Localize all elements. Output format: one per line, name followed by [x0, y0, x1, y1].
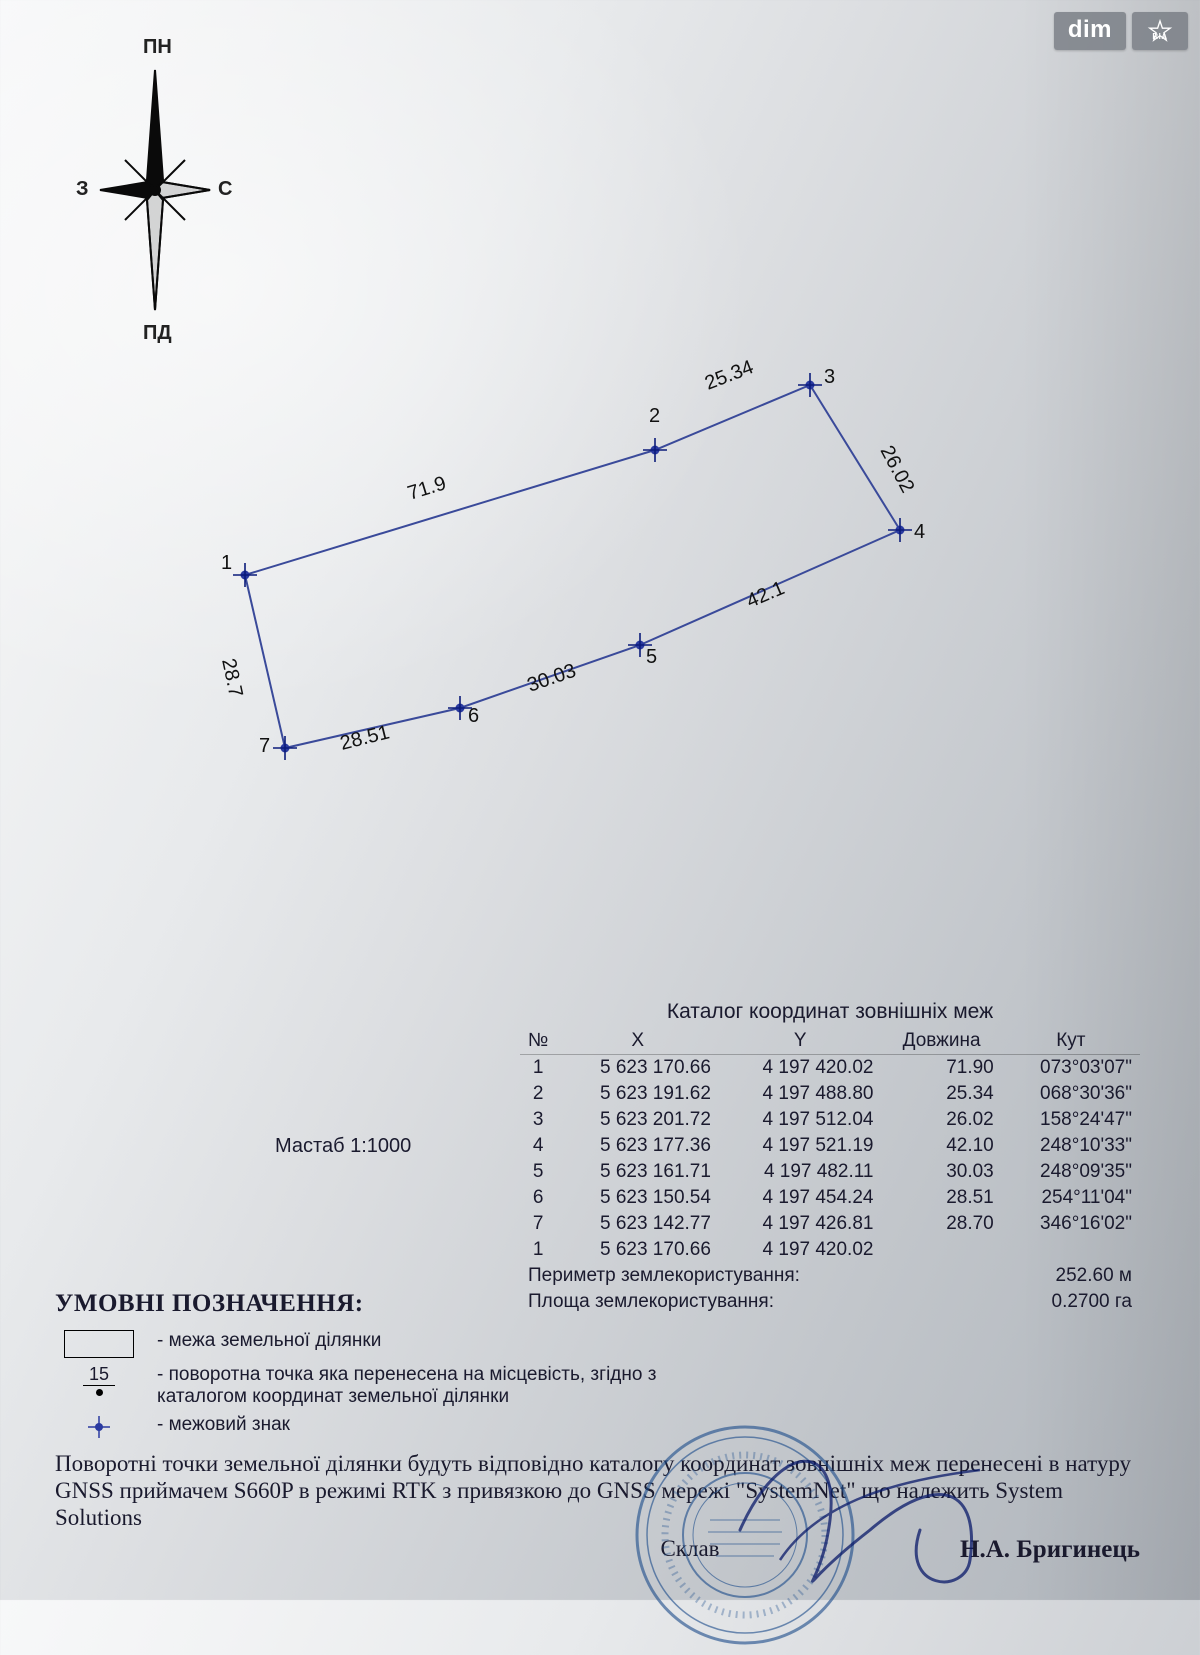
ria-star-icon: RIA — [1142, 18, 1178, 42]
compass-east-label: С — [218, 178, 232, 201]
boundary-symbol — [64, 1330, 134, 1358]
table-row: 25 623 191.624 197 488.8025.34068°30'36" — [520, 1081, 1140, 1107]
segment-length-3: 26.02 — [876, 442, 919, 497]
legend-boundary-text: - межа земельної ділянки — [157, 1330, 675, 1352]
legend-block: УМОВНІ ПОЗНАЧЕННЯ: - межа земельної діля… — [55, 1290, 675, 1446]
plot-point-4: 4 — [888, 518, 925, 543]
legend-row-boundary: - межа земельної ділянки — [55, 1330, 675, 1358]
compass-icon — [70, 30, 240, 350]
plot-point-1: 1 — [221, 552, 257, 587]
coord-header: № — [520, 1028, 556, 1055]
svg-text:4: 4 — [914, 521, 925, 543]
turnpoint-number: 15 — [83, 1364, 115, 1386]
parcel-plot: 1 2 3 4 5 6 7 71.9 25.34 26.02 42.1 30.03 28.51 28.7 — [110, 330, 1070, 800]
parcel-svg: 1 2 3 4 5 6 7 71.9 25.34 26.02 42.1 30.03 28.51 28.7 — [110, 330, 1070, 800]
svg-text:7: 7 — [259, 735, 270, 757]
table-row: 65 623 150.544 197 454.2428.51254°11'04" — [520, 1185, 1140, 1211]
watermark-ria: RIA — [1132, 12, 1188, 50]
plot-point-3: 3 — [798, 366, 835, 397]
legend-marker-text: - межовий знак — [157, 1414, 675, 1436]
compass-north-label: ПН — [143, 36, 172, 59]
plot-point-5: 5 — [628, 633, 657, 668]
watermark-badges: dim RIA — [1054, 12, 1188, 50]
compass-west-label: З — [76, 178, 89, 201]
svg-text:5: 5 — [646, 646, 657, 668]
signature-scribble — [720, 1410, 1020, 1610]
coord-header: Y — [719, 1028, 882, 1055]
segment-length-6: 28.51 — [338, 721, 392, 754]
svg-text:6: 6 — [468, 705, 479, 727]
plot-point-7: 7 — [259, 735, 297, 760]
boundary-marker-icon — [86, 1414, 112, 1440]
svg-text:1: 1 — [221, 552, 232, 574]
plot-point-6: 6 — [448, 696, 479, 727]
coord-header: X — [556, 1028, 719, 1055]
coord-header: Довжина — [881, 1028, 1001, 1055]
table-row: 75 623 142.774 197 426.8128.70346°16'02" — [520, 1211, 1140, 1237]
watermark-dim: dim — [1054, 12, 1126, 50]
coord-table: №XYДовжинаКут 15 623 170.664 197 420.027… — [520, 1028, 1140, 1315]
table-row: 45 623 177.364 197 521.1942.10248°10'33" — [520, 1133, 1140, 1159]
segment-length-7: 28.7 — [217, 656, 247, 699]
svg-text:2: 2 — [649, 405, 660, 427]
scale-label: Мастаб 1:1000 — [275, 1135, 411, 1158]
table-row: 15 623 170.664 197 420.0271.90073°03'07" — [520, 1055, 1140, 1082]
turnpoint-dot-icon — [96, 1389, 103, 1396]
table-row: 15 623 170.664 197 420.02 — [520, 1237, 1140, 1263]
compass-rose: ПН ПД З С — [70, 30, 240, 350]
legend-row-marker: - межовий знак — [55, 1414, 675, 1440]
legend-turnpoint-text: - поворотна точка яка перенесена на місц… — [157, 1364, 675, 1408]
coord-header: Кут — [1002, 1028, 1140, 1055]
segment-length-4: 42.1 — [743, 577, 787, 612]
table-row: 55 623 161.714 197 482.1130.03248°09'35" — [520, 1159, 1140, 1185]
legend-row-turnpoint: 15 - поворотна точка яка перенесена на м… — [55, 1364, 675, 1408]
segment-length-2: 25.34 — [702, 356, 757, 394]
svg-text:3: 3 — [824, 366, 835, 388]
summary-row: Периметр землекористування:252.60 м — [520, 1263, 1140, 1289]
coord-title: Каталог координат зовнішніх меж — [520, 1000, 1140, 1024]
coordinate-catalog: Каталог координат зовнішніх меж №XYДовжи… — [520, 1000, 1140, 1315]
legend-title: УМОВНІ ПОЗНАЧЕННЯ: — [55, 1290, 675, 1318]
segment-length-5: 30.03 — [524, 660, 578, 697]
svg-text:RIA: RIA — [1152, 32, 1167, 41]
segment-length-1: 71.9 — [405, 472, 449, 504]
table-row: 35 623 201.724 197 512.0426.02158°24'47" — [520, 1107, 1140, 1133]
